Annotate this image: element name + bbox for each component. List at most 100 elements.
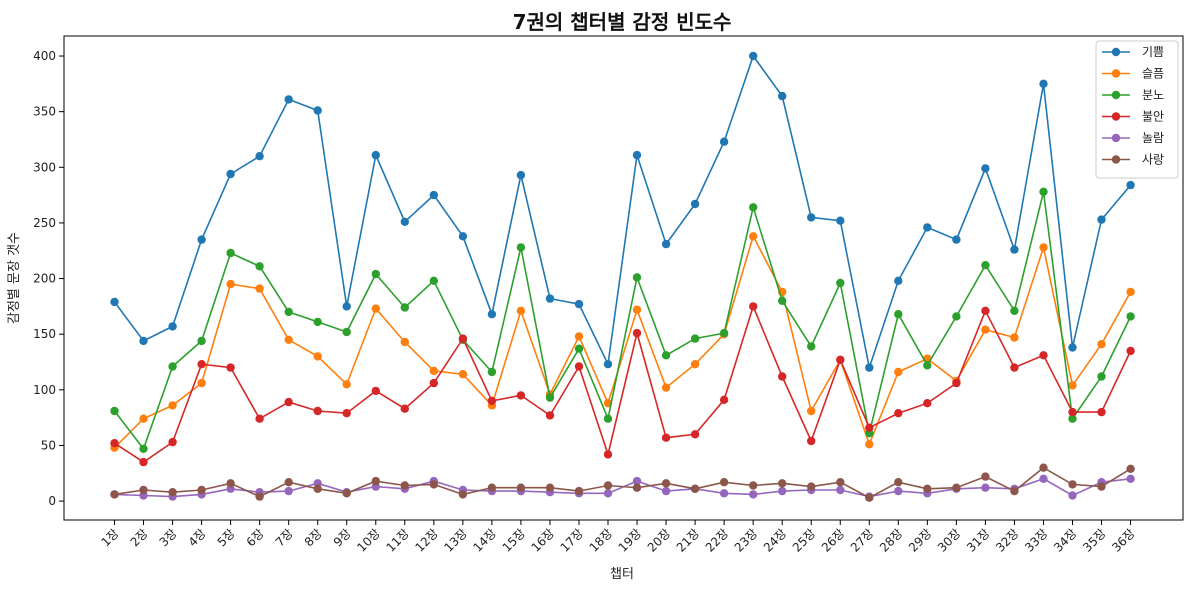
x-tick-label: 29장 bbox=[906, 526, 935, 555]
data-point bbox=[197, 336, 206, 346]
data-point bbox=[865, 423, 874, 432]
data-point bbox=[981, 261, 990, 270]
data-point bbox=[574, 362, 584, 371]
y-tick-label: 250 bbox=[33, 216, 56, 230]
series-line bbox=[113, 191, 1132, 451]
data-point bbox=[603, 414, 613, 423]
data-point bbox=[749, 232, 758, 241]
x-tick-label: 10장 bbox=[354, 526, 383, 555]
x-tick-label: 25장 bbox=[790, 526, 819, 555]
data-point bbox=[400, 217, 409, 226]
data-point bbox=[894, 276, 903, 285]
data-point bbox=[894, 367, 903, 377]
data-point bbox=[226, 479, 235, 488]
data-point bbox=[952, 378, 961, 388]
data-point bbox=[400, 404, 409, 413]
data-point bbox=[284, 95, 293, 104]
data-point bbox=[632, 476, 642, 486]
data-point bbox=[545, 483, 555, 492]
data-point bbox=[1039, 351, 1048, 360]
data-point bbox=[1010, 333, 1019, 342]
data-point bbox=[749, 203, 758, 212]
data-point bbox=[284, 397, 293, 407]
data-point bbox=[981, 325, 990, 334]
data-point bbox=[371, 476, 380, 486]
data-point bbox=[778, 479, 787, 488]
x-tick-label: 19장 bbox=[616, 526, 645, 555]
data-point bbox=[1068, 407, 1077, 417]
data-point bbox=[400, 337, 409, 347]
data-point bbox=[1039, 474, 1048, 483]
data-point bbox=[661, 486, 671, 496]
data-point bbox=[284, 486, 293, 496]
legend-item: 슬픔 bbox=[1102, 67, 1164, 81]
data-point bbox=[255, 262, 264, 271]
data-point bbox=[952, 235, 961, 244]
x-tick-label: 24장 bbox=[761, 526, 790, 555]
data-point bbox=[603, 489, 613, 498]
series-line bbox=[113, 54, 1132, 371]
legend-label: 놀람 bbox=[1142, 131, 1164, 145]
x-tick-label: 6장 bbox=[244, 526, 267, 549]
data-point bbox=[429, 366, 438, 376]
data-point bbox=[632, 328, 642, 338]
data-point bbox=[603, 450, 613, 459]
data-point bbox=[865, 493, 874, 502]
x-tick-label: 12장 bbox=[412, 526, 441, 555]
x-tick-label: 33장 bbox=[1022, 526, 1051, 555]
data-point bbox=[197, 378, 206, 388]
data-point bbox=[661, 479, 671, 488]
data-point bbox=[168, 488, 177, 497]
data-point bbox=[719, 137, 729, 146]
data-point bbox=[1010, 245, 1019, 254]
data-point bbox=[1126, 312, 1135, 321]
data-point bbox=[284, 335, 293, 344]
legend-item: 놀람 bbox=[1102, 131, 1164, 145]
data-point bbox=[807, 436, 816, 446]
series-1 bbox=[110, 51, 1135, 372]
data-point bbox=[749, 302, 758, 311]
legend-item: 기쁨 bbox=[1102, 45, 1164, 59]
data-point bbox=[1039, 187, 1048, 196]
data-point bbox=[749, 481, 758, 490]
x-tick-label: 8장 bbox=[302, 526, 325, 549]
data-point bbox=[1126, 346, 1135, 356]
data-point bbox=[371, 269, 380, 279]
x-tick-label: 9장 bbox=[331, 526, 354, 549]
data-point bbox=[342, 409, 351, 418]
data-point bbox=[168, 401, 177, 410]
data-point bbox=[139, 414, 148, 423]
x-tick-label: 18장 bbox=[587, 526, 616, 555]
data-point bbox=[981, 306, 990, 315]
data-point bbox=[923, 361, 932, 370]
data-point bbox=[836, 478, 845, 487]
legend-item: 사랑 bbox=[1102, 153, 1164, 167]
series-line bbox=[114, 304, 1132, 464]
data-point bbox=[1126, 464, 1135, 473]
x-tick-label: 34장 bbox=[1051, 526, 1080, 555]
data-point bbox=[110, 406, 119, 416]
x-tick-label: 27장 bbox=[848, 526, 877, 555]
data-point bbox=[981, 472, 990, 481]
data-point bbox=[574, 332, 584, 341]
legend-marker bbox=[1111, 133, 1121, 143]
x-tick-label: 31장 bbox=[964, 526, 993, 555]
x-tick-label: 23장 bbox=[732, 526, 761, 555]
data-point bbox=[139, 336, 148, 346]
legend-marker bbox=[1111, 47, 1121, 57]
data-point bbox=[545, 393, 555, 402]
data-point bbox=[342, 489, 351, 498]
x-tick-label: 36장 bbox=[1109, 526, 1138, 555]
data-point bbox=[749, 51, 758, 61]
x-tick-label: 17장 bbox=[558, 526, 587, 555]
data-point bbox=[661, 383, 671, 392]
data-point bbox=[923, 399, 932, 408]
series-4 bbox=[110, 302, 1135, 467]
legend-label: 사랑 bbox=[1142, 153, 1164, 167]
data-point bbox=[603, 360, 613, 369]
x-tick-label: 26장 bbox=[819, 526, 848, 555]
data-point bbox=[342, 380, 351, 389]
data-point bbox=[1039, 463, 1048, 472]
y-tick-label: 0 bbox=[48, 494, 56, 508]
data-point bbox=[952, 312, 961, 321]
